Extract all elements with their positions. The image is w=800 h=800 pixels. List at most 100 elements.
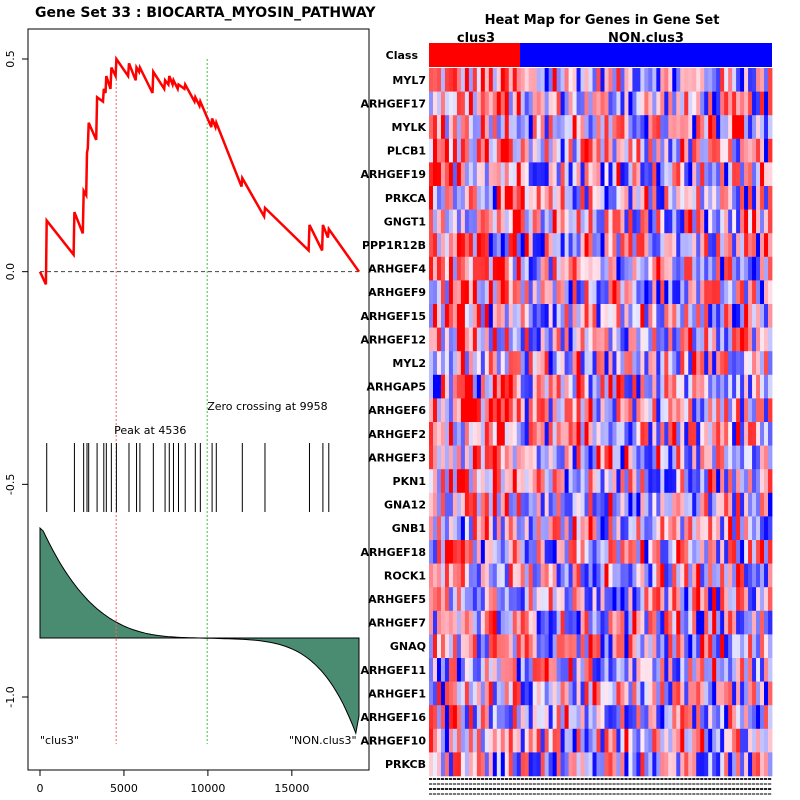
heatmap-cell: [512, 374, 518, 399]
heatmap-cell: [636, 469, 641, 494]
heatmap-cell: [604, 233, 609, 258]
heatmap-cell: [616, 445, 621, 470]
heatmap-cell: [544, 280, 550, 305]
heatmap-cell: [684, 91, 689, 116]
heatmap-cell: [728, 91, 733, 116]
heatmap-cell: [748, 516, 753, 541]
heatmap-cell: [640, 138, 645, 163]
sample-label-mark: [464, 783, 469, 785]
gene-label: ARHGEF9: [368, 286, 426, 299]
heatmap-cell: [544, 162, 550, 187]
heatmap-cell: [584, 233, 589, 258]
heatmap-cell: [636, 327, 641, 352]
heatmap-cell: [492, 351, 498, 376]
heatmap-cell: [444, 587, 450, 612]
heatmap-cell: [552, 304, 558, 328]
heatmap-cell: [588, 68, 593, 92]
heatmap-cell: [544, 492, 550, 517]
heatmap-cell: [744, 445, 749, 470]
heatmap-cell: [460, 540, 466, 564]
heatmap-cell: [472, 445, 478, 470]
heatmap-cell: [748, 587, 753, 612]
heatmap-cell: [756, 587, 761, 612]
heatmap-cell: [688, 398, 693, 423]
sample-label-mark: [596, 783, 600, 785]
heatmap-cell: [744, 728, 749, 753]
heatmap-cell: [560, 469, 566, 494]
heatmap-cell: [564, 610, 569, 635]
heatmap-cell: [556, 563, 562, 588]
heatmap-cell: [672, 610, 677, 635]
heatmap-cell: [744, 280, 749, 305]
sample-label-mark: [636, 788, 640, 790]
heatmap-cell: [656, 91, 661, 116]
heatmap-cell: [628, 563, 633, 588]
sample-label-mark: [492, 793, 496, 795]
heatmap-cell: [532, 634, 538, 659]
heatmap-cell: [429, 162, 434, 187]
heatmap-cell: [688, 610, 693, 635]
heatmap-cell: [732, 634, 737, 659]
heatmap-cell: [700, 705, 705, 730]
heatmap-cell: [592, 728, 597, 753]
heatmap-cell: [628, 186, 633, 210]
heatmap-cell: [476, 516, 482, 541]
heatmap-cell: [568, 209, 573, 234]
heatmap-cell: [692, 587, 697, 612]
heatmap-cell: [640, 115, 645, 140]
sample-label-strip: [429, 778, 772, 795]
sample-label-mark: [624, 788, 628, 790]
sample-label-mark: [556, 788, 560, 790]
heatmap-cell: [504, 186, 510, 210]
heatmap-cell: [672, 304, 677, 328]
heatmap-cell: [460, 492, 466, 517]
heatmap-cell: [520, 233, 526, 258]
sample-label-mark: [676, 788, 680, 790]
heatmap-cell: [488, 540, 494, 564]
heatmap-cell: [672, 91, 677, 116]
sample-label-mark: [592, 778, 596, 780]
heatmap-cell: [612, 422, 617, 446]
heatmap-cell: [524, 162, 530, 187]
heatmap-cell: [644, 256, 649, 281]
heatmap-cell: [624, 68, 629, 92]
heatmap-cell: [484, 469, 490, 494]
sample-label-mark: [496, 778, 500, 780]
sample-label-mark: [584, 793, 588, 795]
heatmap-cell: [628, 422, 633, 446]
heatmap-cell: [604, 115, 609, 140]
heatmap-cell: [512, 634, 518, 659]
sample-label-mark: [632, 783, 636, 785]
heatmap-cell: [572, 91, 577, 116]
heatmap-cell: [544, 233, 550, 258]
heatmap-cell: [740, 280, 745, 305]
heatmap-cell: [572, 752, 577, 777]
heatmap-cell: [764, 304, 769, 328]
left-class-label: "clus3": [40, 734, 79, 747]
heatmap-cell: [496, 209, 502, 234]
heatmap-cell: [632, 186, 637, 210]
heatmap-cell: [756, 658, 761, 682]
heatmap-cell: [620, 327, 625, 352]
heatmap-cell: [628, 374, 633, 399]
heatmap-cell: [452, 233, 458, 258]
heatmap-cell: [468, 563, 474, 588]
heatmap-cell: [724, 658, 729, 682]
heatmap-cell: [464, 374, 470, 399]
heatmap-cell: [580, 327, 585, 352]
heatmap-cell: [748, 492, 753, 517]
heatmap-cell: [560, 138, 566, 163]
heatmap-cell: [564, 422, 569, 446]
heatmap-cell: [612, 469, 617, 494]
heatmap-cell: [736, 209, 741, 234]
sample-label-mark: [484, 778, 489, 780]
heatmap-cell: [684, 374, 689, 399]
heatmap-cell: [464, 516, 470, 541]
heatmap-cell: [696, 492, 701, 517]
heatmap-cell: [488, 634, 494, 659]
heatmap-cell: [480, 469, 486, 494]
heatmap-cell: [632, 469, 637, 494]
heatmap-cell: [692, 705, 697, 730]
heatmap-cell: [608, 658, 613, 682]
